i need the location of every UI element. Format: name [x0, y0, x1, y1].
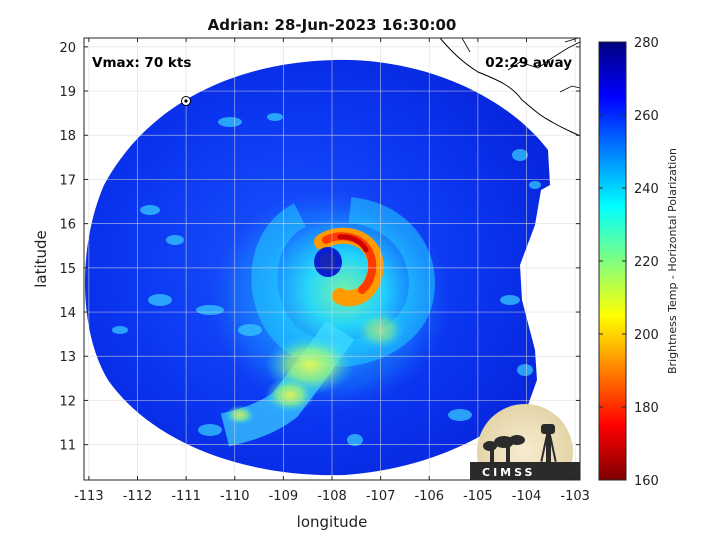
y-tick-label: 15	[59, 262, 76, 277]
colorbar-tick-label: 200	[634, 328, 659, 343]
y-tick-label: 16	[59, 218, 76, 233]
cimss-logo: CIMSS	[470, 404, 580, 480]
x-tick-label: -106	[414, 489, 444, 504]
y-tick-label: 19	[59, 85, 76, 100]
x-tick-label: -105	[463, 489, 493, 504]
x-tick-label: -108	[317, 489, 347, 504]
x-tick-label: -104	[512, 489, 542, 504]
coastline	[439, 38, 580, 137]
y-tick-label: 13	[59, 350, 76, 365]
x-tick-label: -109	[269, 489, 299, 504]
x-axis-label: longitude	[297, 513, 368, 531]
x-tick-label: -110	[220, 489, 250, 504]
vmax-annotation: Vmax: 70 kts	[92, 55, 191, 71]
colorbar	[598, 41, 627, 481]
state-borders	[461, 38, 580, 93]
island-marker	[181, 96, 191, 106]
x-tick-label: -111	[171, 489, 201, 504]
y-tick-label: 18	[59, 129, 76, 144]
x-tick-label: -103	[560, 489, 590, 504]
y-tick-label: 14	[59, 306, 76, 321]
chart-title: Adrian: 28-Jun-2023 16:30:00	[208, 16, 457, 34]
colorbar-tick-label: 180	[634, 401, 659, 416]
colorbar-tick-label: 220	[634, 255, 659, 270]
y-tick-label: 20	[59, 41, 76, 56]
y-tick-label: 12	[59, 394, 76, 409]
x-tick-label: -112	[123, 489, 153, 504]
y-axis-label: latitude	[32, 230, 50, 288]
colorbar-tick-label: 160	[634, 474, 659, 489]
colorbar-tick-label: 240	[634, 182, 659, 197]
colorbar-tick-label: 260	[634, 109, 659, 124]
y-tick-label: 11	[59, 439, 76, 454]
time-offset-annotation: 02:29 away	[485, 55, 572, 71]
cimss-logo-text: CIMSS	[482, 466, 535, 479]
colorbar-label: Brightness Temp - Horizontal Polarizatio…	[666, 148, 679, 374]
x-tick-label: -107	[366, 489, 396, 504]
y-tick-label: 17	[59, 173, 76, 188]
x-tick-label: -113	[74, 489, 104, 504]
colorbar-tick-label: 280	[634, 36, 659, 51]
